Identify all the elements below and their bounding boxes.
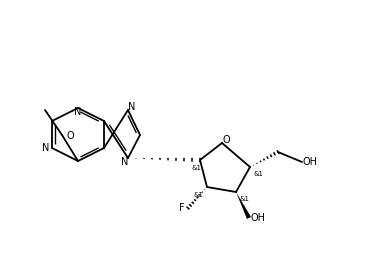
Text: &1: &1 — [239, 196, 249, 202]
Text: F: F — [179, 203, 185, 213]
Text: OH: OH — [251, 213, 265, 223]
Text: &1: &1 — [194, 192, 204, 198]
Text: N: N — [42, 143, 50, 153]
Text: OH: OH — [302, 157, 318, 167]
Text: &1: &1 — [253, 171, 263, 177]
Text: N: N — [74, 107, 82, 117]
Text: O: O — [66, 131, 74, 141]
Text: O: O — [222, 135, 230, 145]
Text: N: N — [121, 157, 129, 167]
Text: N: N — [128, 102, 136, 112]
Text: &1: &1 — [191, 165, 201, 171]
Polygon shape — [236, 192, 251, 219]
